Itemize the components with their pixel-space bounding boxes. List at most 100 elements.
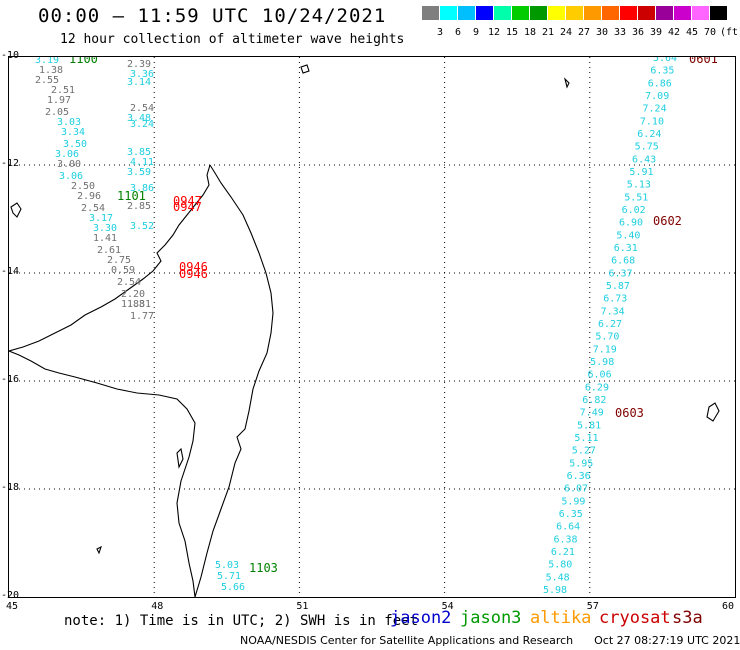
scale-swatch (620, 6, 638, 20)
scale-label: 18 (523, 27, 537, 38)
wave-height-value: 5.66 (221, 582, 245, 593)
wave-height-value: 4.11 (130, 157, 154, 168)
scale-label: 39 (649, 27, 663, 38)
wave-height-value: 3.24 (130, 119, 154, 130)
wave-height-value: 3.59 (127, 167, 151, 178)
wave-height-value: 6.86 (648, 78, 672, 89)
wave-height-value: 6.27 (598, 319, 622, 330)
wave-height-value: 6.06 (588, 370, 612, 381)
wave-height-value: 5.13 (627, 180, 651, 191)
scale-label: 27 (577, 27, 591, 38)
latitude-label: -14 (1, 266, 20, 277)
wave-height-value: 1.81 (127, 299, 151, 310)
wave-height-value: 2.96 (77, 191, 101, 202)
pass-time-label: 0603 (615, 406, 644, 420)
wave-height-value: 6.82 (582, 395, 606, 406)
wave-height-value: 2.54 (117, 277, 141, 288)
wave-height-value: 6.38 (553, 534, 577, 545)
wave-height-map: 1.38 2.55 2.51 1.97 2.05 3.00 2.50 2.96 2.54 1.41… (8, 52, 736, 598)
wave-height-value: 7.09 (645, 91, 669, 102)
wave-height-value: 5.95 (569, 458, 593, 469)
madagascar-west-coast (8, 164, 211, 352)
pass-time-label: 1103 (249, 561, 278, 575)
island-outline (176, 447, 184, 469)
pass-time-label: 0947 (173, 200, 202, 214)
map-canvas: 1.382.552.511.972.053.002.502.962.541.41… (8, 52, 735, 598)
pass-time-label: 1101 (117, 189, 146, 203)
island-outline (563, 77, 570, 89)
wave-height-value: 5.03 (215, 560, 239, 571)
pass-time-label: 0602 (653, 214, 682, 228)
wave-height-value: 2.54 (130, 103, 154, 114)
wave-height-value: 7.49 (580, 408, 604, 419)
scale-label: 30 (595, 27, 609, 38)
scale-swatch (476, 6, 494, 20)
scale-label: 3 (436, 27, 444, 38)
wave-height-value: 5.48 (546, 572, 570, 583)
satellite-jason2-label: jason2 (390, 608, 452, 628)
scale-swatch (530, 6, 548, 20)
wave-height-value: 6.68 (611, 256, 635, 267)
wave-height-value: 2.39 (127, 59, 151, 70)
wave-height-value: 1.41 (93, 233, 117, 244)
scale-swatch (638, 6, 656, 20)
wave-height-value: 2.75 (107, 255, 131, 266)
wave-height-value: 1.83 (121, 299, 145, 310)
wave-height-value: 3.03 (57, 117, 81, 128)
map-gridlines (9, 57, 735, 597)
wave-height-value: 6.64 (556, 522, 580, 533)
wave-height-value: 5.40 (616, 230, 640, 241)
scale-swatch (566, 6, 584, 20)
wave-height-value: 6.29 (585, 382, 609, 393)
wave-height-value: 6.07 (564, 484, 588, 495)
wave-height-value: 5.87 (606, 281, 630, 292)
wave-height-value: 3.19 (35, 57, 59, 66)
madagascar-coastline (8, 164, 274, 598)
wave-height-value: 6.31 (614, 243, 638, 254)
satellite-altika-label: altika (530, 608, 592, 628)
wave-height-value: 3.14 (127, 77, 151, 88)
footer-timestamp: Oct 27 08:27:19 UTC 2021 (594, 634, 740, 647)
satellite-s3a-label: s3a (672, 608, 703, 628)
wave-height-value: 2.05 (45, 107, 69, 118)
wave-height-value: 5.99 (561, 496, 585, 507)
wave-height-value: 6.21 (551, 547, 575, 558)
wave-height-value: 3.50 (63, 139, 87, 150)
wave-height-value: 6.73 (603, 294, 627, 305)
wave-height-value: 3.52 (130, 221, 154, 232)
scale-label: 70 (703, 27, 717, 38)
wave-height-value: 6.90 (619, 218, 643, 229)
scale-label: 42 (667, 27, 681, 38)
wave-height-value: 3.17 (89, 213, 113, 224)
wave-height-value: 1.38 (39, 65, 63, 76)
wave-height-value: 6.35 (650, 66, 674, 77)
wave-height-value: 3.85 (127, 147, 151, 158)
wave-height-value: 1.97 (47, 95, 71, 106)
wave-height-value: 5.70 (595, 332, 619, 343)
wave-height-value: 3.34 (61, 127, 85, 138)
pass-time-label: 0946 (179, 267, 208, 281)
scale-label: 24 (559, 27, 573, 38)
wave-height-value: 5.98 (543, 585, 567, 596)
latitude-label: -12 (1, 158, 20, 169)
latitude-label: -10 (1, 50, 20, 61)
longitude-label: 60 (722, 601, 735, 612)
scale-swatch (440, 6, 458, 20)
scale-swatch (602, 6, 620, 20)
credit-line: NOAA/NESDIS Center for Satellite Applica… (240, 634, 740, 647)
wave-height-value: 5.51 (624, 192, 648, 203)
wave-height-value: 0.59 (111, 265, 135, 276)
credit-text: NOAA/NESDIS Center for Satellite Applica… (240, 634, 574, 647)
scale-swatch (422, 6, 440, 20)
wave-height-value: 2.54 (81, 203, 105, 214)
wave-height-value: 6.36 (567, 471, 591, 482)
scale-swatch (494, 6, 512, 20)
scale-swatch (512, 6, 530, 20)
wave-height-value: 6.37 (608, 268, 632, 279)
wave-height-value: 3.86 (130, 183, 154, 194)
wave-height-value: 1.77 (130, 311, 154, 322)
footnote: note: 1) Time is in UTC; 2) SWH is in fe… (64, 613, 419, 629)
wave-height-value: 5.75 (635, 142, 659, 153)
altimeter-track-labels: 1.382.552.511.972.053.002.502.962.541.41… (35, 52, 718, 596)
scale-swatch (584, 6, 602, 20)
